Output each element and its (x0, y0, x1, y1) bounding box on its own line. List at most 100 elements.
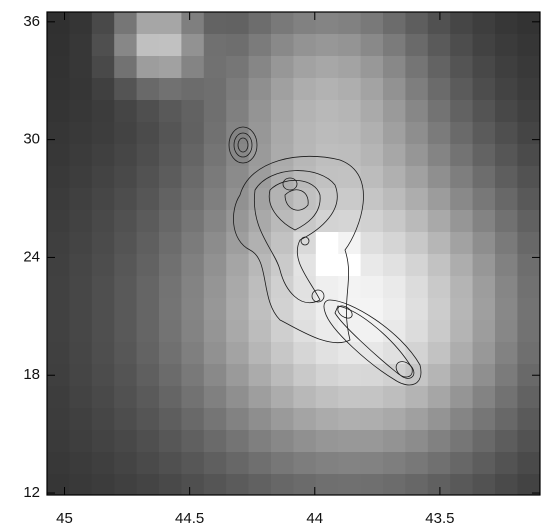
image-pixel (360, 276, 384, 299)
image-pixel (91, 188, 115, 211)
image-pixel (293, 254, 317, 277)
image-pixel (114, 12, 138, 35)
image-pixel (248, 320, 272, 343)
image-pixel (517, 364, 540, 387)
image-pixel (91, 210, 115, 233)
image-pixel (226, 210, 250, 233)
image-pixel (338, 386, 362, 409)
image-pixel (271, 298, 294, 321)
image-pixel (159, 474, 182, 495)
image-pixel (293, 386, 317, 409)
image-pixel (226, 12, 250, 35)
image-pixel (91, 364, 115, 387)
image-pixel (203, 78, 227, 101)
image-pixel (315, 342, 339, 365)
image-pixel (226, 232, 250, 255)
image-pixel (91, 12, 115, 35)
image-pixel (114, 34, 138, 57)
image-pixel (472, 34, 496, 57)
image-pixel (226, 254, 250, 277)
image-pixel (226, 276, 250, 299)
image-pixel (69, 364, 93, 387)
image-pixel (450, 386, 474, 409)
image-pixel (472, 232, 496, 255)
image-pixel (136, 232, 160, 255)
image-pixel (517, 452, 540, 475)
image-pixel (383, 122, 406, 145)
image-pixel (383, 320, 406, 343)
image-pixel (181, 254, 205, 277)
image-pixel (383, 474, 406, 495)
image-pixel (360, 122, 384, 145)
image-pixel (383, 34, 406, 57)
image-pixel (293, 320, 317, 343)
image-pixel (203, 452, 227, 475)
image-pixel (405, 100, 429, 123)
image-pixel (181, 34, 205, 57)
image-pixel (248, 12, 272, 35)
image-pixel (360, 166, 384, 189)
image-pixel (69, 408, 93, 431)
contour (395, 361, 415, 379)
image-pixel (69, 254, 93, 277)
image-pixel (472, 100, 496, 123)
image-pixel (293, 56, 317, 79)
image-pixel (203, 122, 227, 145)
contour (237, 137, 249, 153)
image-pixel (427, 430, 451, 453)
image-pixel (427, 232, 451, 255)
image-pixel (517, 100, 540, 123)
image-pixel (495, 232, 518, 255)
image-pixel (91, 254, 115, 277)
image-pixel (338, 474, 362, 495)
image-pixel (293, 408, 317, 431)
image-pixel (450, 232, 474, 255)
image-pixel (360, 342, 384, 365)
image-pixel (405, 298, 429, 321)
image-pixel (338, 78, 362, 101)
image-pixel (405, 122, 429, 145)
image-pixel (472, 144, 496, 167)
image-pixel (159, 188, 182, 211)
image-pixel (338, 342, 362, 365)
image-pixel (450, 166, 474, 189)
image-pixel (47, 232, 70, 255)
image-pixel (405, 210, 429, 233)
image-pixel (450, 276, 474, 299)
image-pixel (472, 364, 496, 387)
image-pixel (427, 474, 451, 495)
image-pixel (315, 56, 339, 79)
image-pixel (517, 78, 540, 101)
image-pixel (405, 34, 429, 57)
image-pixel (360, 144, 384, 167)
image-pixel (91, 144, 115, 167)
image-pixel (47, 144, 70, 167)
image-pixel (405, 78, 429, 101)
image-pixel (495, 78, 518, 101)
image-pixel (181, 298, 205, 321)
image-pixel (293, 34, 317, 57)
image-pixel (226, 166, 250, 189)
image-pixel (383, 144, 406, 167)
image-pixel (181, 364, 205, 387)
image-pixel (271, 364, 294, 387)
image-pixel (472, 474, 496, 495)
image-pixel (248, 144, 272, 167)
image-pixel (517, 342, 540, 365)
image-pixel (450, 254, 474, 277)
image-pixel (91, 474, 115, 495)
image-pixel (427, 320, 451, 343)
image-pixel (360, 320, 384, 343)
image-pixel (495, 166, 518, 189)
contour (311, 289, 325, 303)
image-pixel (271, 12, 294, 35)
image-pixel (293, 144, 317, 167)
contour (337, 305, 353, 319)
image-pixel (450, 188, 474, 211)
image-pixel (47, 386, 70, 409)
image-pixel (203, 100, 227, 123)
image-pixel (383, 276, 406, 299)
image-pixel (181, 276, 205, 299)
image-pixel (472, 430, 496, 453)
image-pixel (427, 276, 451, 299)
